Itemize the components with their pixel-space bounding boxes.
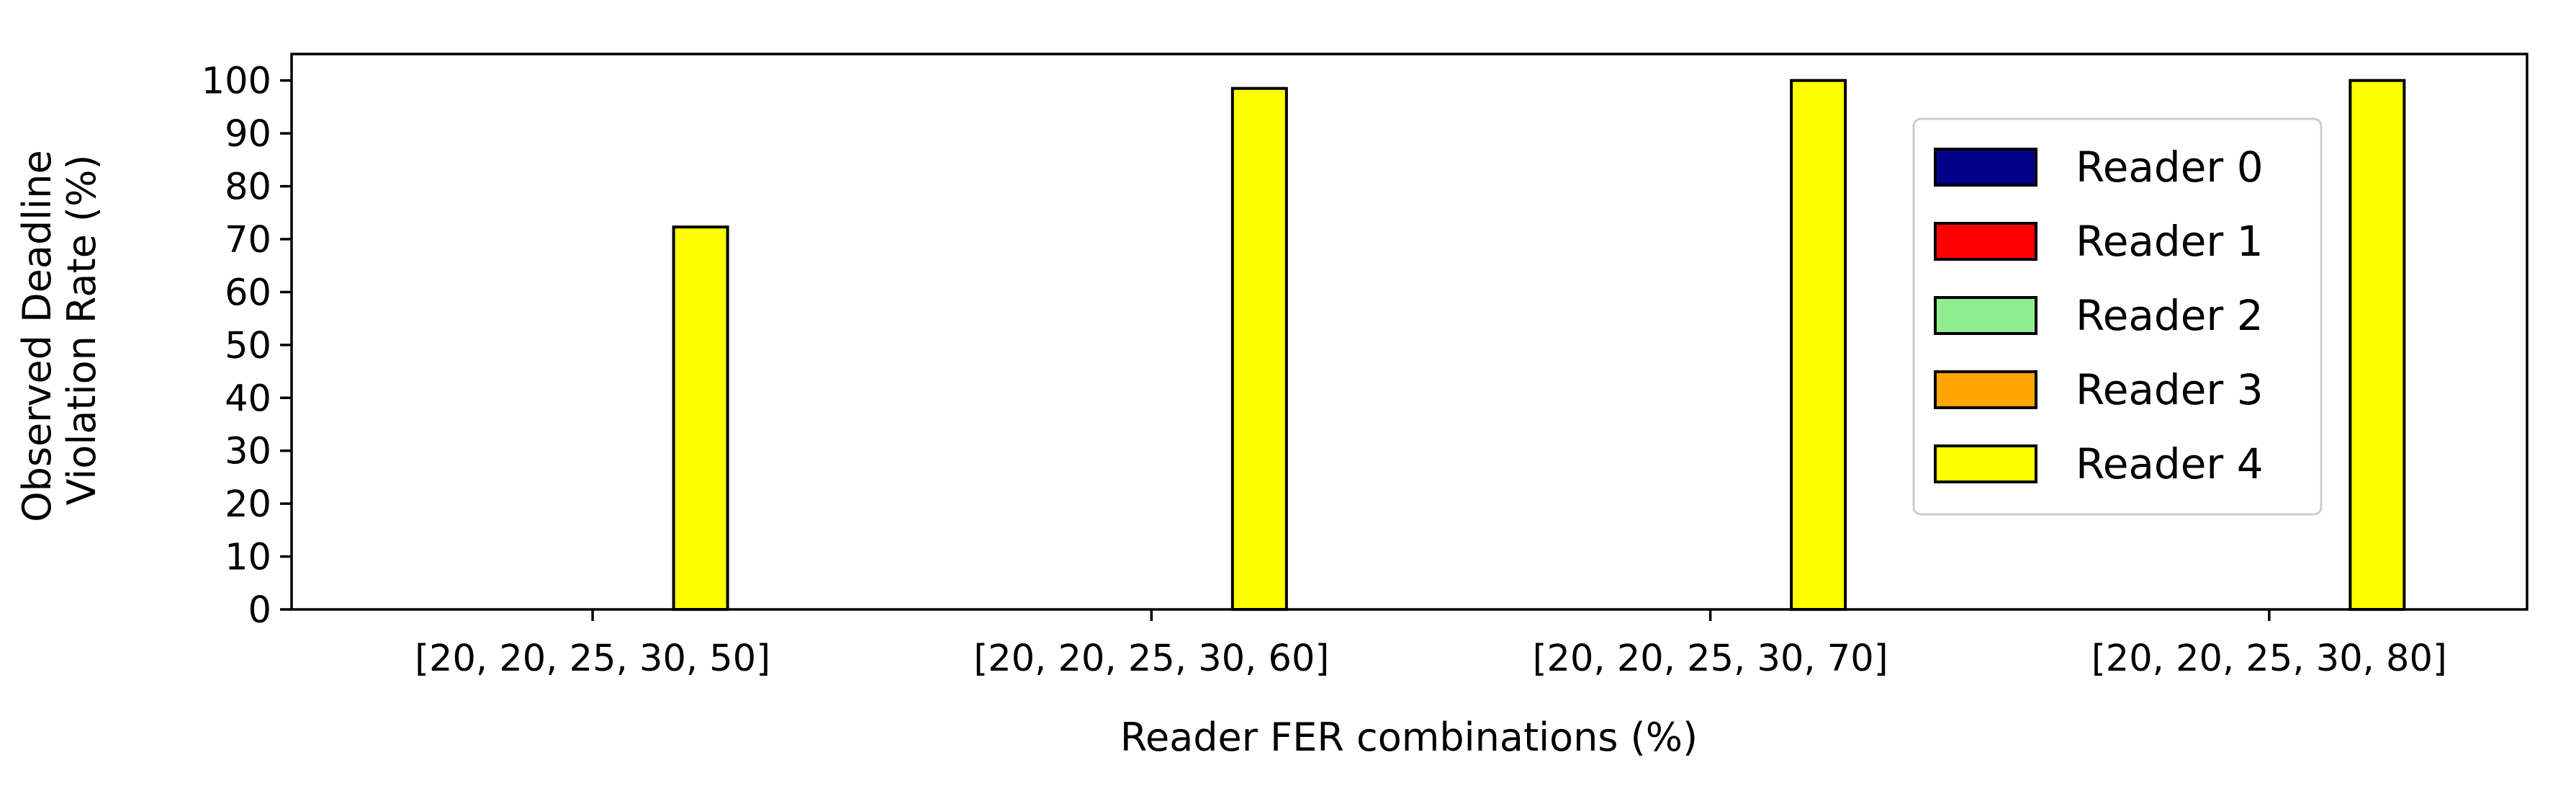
legend-swatch-reader-4 — [1934, 444, 2037, 483]
y-tick-label: 40 — [225, 377, 271, 420]
y-axis-label-line-1: Observed Deadline — [14, 150, 60, 522]
bar-reader-4-2 — [1230, 86, 1288, 611]
legend-swatch-reader-3 — [1934, 370, 2037, 409]
y-tick-label: 10 — [225, 537, 271, 579]
legend-label-reader-3: Reader 3 — [2076, 365, 2264, 414]
y-axis-label: Observed Deadline Violation Rate (%) — [14, 138, 104, 522]
axes-layer — [290, 53, 2528, 611]
y-tick-label: 20 — [225, 483, 271, 526]
y-tick-label: 70 — [225, 219, 271, 261]
legend-box — [1912, 117, 2323, 516]
ticks-layer: 0 10 20 30 40 50 60 70 80 90 100 [20, 20, 25, 30, 5… — [202, 61, 2447, 680]
x-tick-label: [20, 20, 25, 30, 50] — [415, 638, 770, 680]
legend-label-reader-1: Reader 1 — [2076, 217, 2264, 266]
x-axis-label: Reader FER combinations (%) — [1120, 715, 1698, 760]
legend-swatch-reader-1 — [1934, 222, 2037, 261]
bar-reader-4-4 — [2348, 79, 2406, 611]
plot-frame — [290, 53, 2528, 611]
bar-reader-4-1 — [672, 225, 729, 611]
y-axis-label-line-2: Violation Rate (%) — [59, 155, 104, 506]
y-tick-label: 50 — [225, 325, 271, 367]
x-tick-label: [20, 20, 25, 30, 80] — [2091, 638, 2447, 680]
y-tick-label: 60 — [225, 272, 271, 314]
legend-swatch-reader-2 — [1934, 296, 2037, 335]
y-tick-label: 100 — [202, 61, 271, 103]
bars-layer — [672, 79, 2406, 611]
bar-reader-4-3 — [1790, 79, 1847, 611]
y-tick-label: 30 — [225, 431, 271, 473]
y-tick-label: 80 — [225, 166, 271, 209]
x-tick-label: [20, 20, 25, 30, 60] — [973, 638, 1329, 680]
legend-label-reader-2: Reader 2 — [2076, 291, 2264, 340]
legend-swatch-reader-0 — [1934, 148, 2037, 187]
legend-label-reader-4: Reader 4 — [2076, 439, 2264, 488]
legend-label-reader-0: Reader 0 — [2076, 143, 2264, 192]
x-tick-label: [20, 20, 25, 30, 70] — [1533, 638, 1888, 680]
y-tick-label: 0 — [248, 589, 271, 632]
legend: Reader 0 Reader 1 Reader 2 Reader 3 Reader 4 — [1912, 117, 2323, 516]
y-tick-label: 90 — [225, 113, 271, 156]
